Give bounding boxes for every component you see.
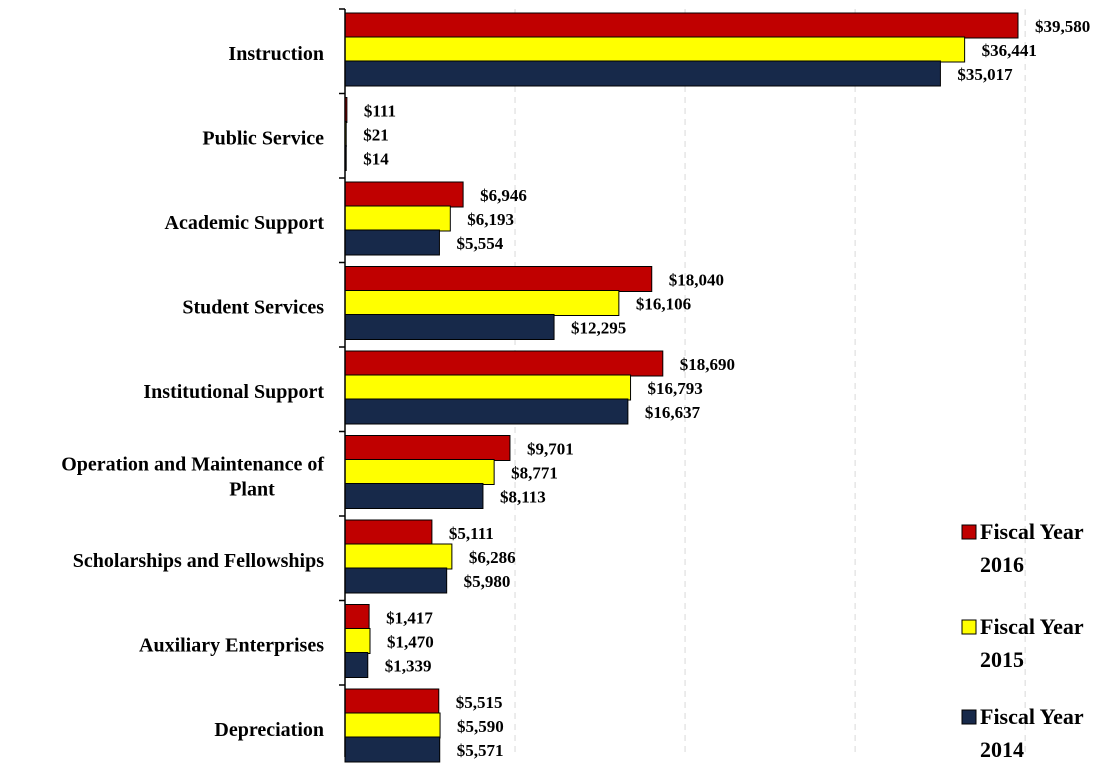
bar-fiscal-year-2015-operation-and-maintenance-of-plant [344, 459, 495, 485]
bar-fiscal-year-2015-institutional-support [344, 374, 632, 401]
data-label: $1,339 [385, 657, 432, 676]
legend-swatch-fiscal-year-2015 [961, 619, 977, 635]
bar-fiscal-year-2015-depreciation [344, 712, 441, 739]
data-label: $35,017 [957, 65, 1013, 84]
bar-group-student-services: $18,040 $16,106 $12,295 Student Services [182, 266, 724, 340]
bar-fiscal-year-2014-scholarships-and-fellowships [344, 567, 448, 594]
bar-fiscal-year-2014-depreciation [344, 736, 441, 763]
data-label: $5,980 [464, 572, 511, 591]
legend-swatch-fiscal-year-2016 [961, 524, 977, 540]
bar-fiscal-year-2016-institutional-support [344, 350, 664, 377]
legend-label: Fiscal Year 2016 [980, 519, 1084, 577]
category-label: Academic Support [165, 212, 325, 234]
data-label: $5,590 [457, 717, 504, 736]
bar-fiscal-year-2016-operation-and-maintenance-of-plant [344, 435, 511, 461]
data-label: $9,701 [527, 440, 574, 459]
bar-group-depreciation: $5,515 $5,590 $5,571 Depreciation [214, 688, 504, 763]
data-label: $6,193 [467, 210, 514, 229]
bar-fiscal-year-2016-scholarships-and-fellowships [344, 519, 433, 546]
data-label: $5,554 [456, 234, 503, 253]
data-label: $18,690 [680, 355, 735, 374]
category-label: Operation and Maintenance of Plant [61, 454, 324, 501]
data-label: $1,470 [387, 633, 434, 652]
category-label: Student Services [182, 297, 324, 319]
bar-fiscal-year-2014-instruction [344, 60, 941, 87]
bar-fiscal-year-2015-student-services [344, 290, 620, 316]
legend-swatch-fiscal-year-2014 [961, 709, 977, 725]
data-label: $12,295 [571, 319, 626, 338]
data-label: $18,040 [669, 271, 724, 290]
bar-fiscal-year-2014-student-services [344, 314, 555, 340]
category-label: Auxiliary Enterprises [139, 635, 324, 657]
y-axis [339, 8, 346, 757]
data-label: $36,441 [982, 41, 1037, 60]
bar-fiscal-year-2016-depreciation [344, 688, 440, 715]
bar-group-institutional-support: $18,690 $16,793 $16,637 Institutional Suppo… [143, 350, 735, 425]
data-label: $16,793 [648, 379, 703, 398]
bar-fiscal-year-2015-academic-support [344, 205, 451, 232]
legend: Fiscal Year 2016 Fiscal Year 2015 Fiscal Yea… [961, 519, 1084, 762]
bar-group-scholarships-and-fellowships: $5,111 $6,286 $5,980 Scholarships and Fello… [73, 519, 516, 594]
category-label: Institutional Support [143, 381, 324, 403]
data-label: $16,106 [636, 295, 691, 314]
legend-label: Fiscal Year 2014 [980, 704, 1084, 762]
bar-fiscal-year-2014-operation-and-maintenance-of-plant [344, 483, 484, 509]
category-label: Public Service [202, 128, 324, 150]
data-label: $8,771 [511, 464, 558, 483]
category-label: Depreciation [214, 719, 324, 741]
data-label: $6,946 [480, 186, 527, 205]
data-label: $16,637 [645, 403, 701, 422]
bar-group-instruction: $39,580 $36,441 $35,017 Instruction [228, 12, 1090, 87]
bar-fiscal-year-2016-instruction [344, 12, 1019, 39]
bar-group-public-service: $111 $21 $14 Public Service [202, 97, 396, 171]
bar-fiscal-year-2016-auxiliary-enterprises [344, 604, 370, 630]
data-label: $5,111 [449, 524, 494, 543]
bar-fiscal-year-2014-auxiliary-enterprises [344, 652, 369, 678]
category-label: Instruction [228, 43, 324, 65]
data-label: $14 [363, 150, 389, 169]
data-label: $6,286 [469, 548, 516, 567]
bar-fiscal-year-2014-institutional-support [344, 398, 629, 425]
bar-group-operation-and-maintenance-of-plant: $9,701 $8,771 $8,113 Operation and Maintena… [61, 435, 574, 509]
data-label: $39,580 [1035, 17, 1090, 36]
bar-fiscal-year-2015-auxiliary-enterprises [344, 628, 371, 654]
legend-label: Fiscal Year 2015 [980, 614, 1084, 672]
data-label: $8,113 [500, 488, 546, 507]
bar-fiscal-year-2015-instruction [344, 36, 966, 63]
category-label: Scholarships and Fellowships [73, 550, 324, 572]
bar-fiscal-year-2015-scholarships-and-fellowships [344, 543, 453, 570]
bar-fiscal-year-2014-academic-support [344, 229, 440, 256]
data-label: $5,515 [456, 693, 503, 712]
bar-group-auxiliary-enterprises: $1,417 $1,470 $1,339 Auxiliary Enterprises [139, 604, 434, 678]
data-label: $1,417 [386, 609, 433, 628]
data-label: $5,571 [457, 741, 504, 760]
bar-fiscal-year-2016-academic-support [344, 181, 464, 208]
data-label: $111 [364, 102, 396, 121]
data-label: $21 [363, 126, 389, 145]
bar-fiscal-year-2016-student-services [344, 266, 653, 292]
